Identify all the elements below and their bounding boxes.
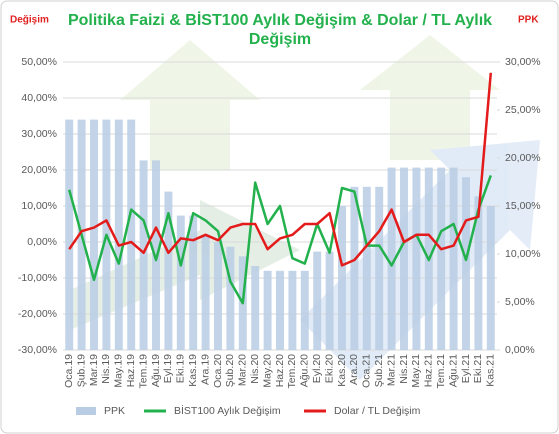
- x-tick-label: Oca.20: [212, 354, 224, 388]
- bar: [65, 119, 74, 350]
- y-tick-label: 30,00%: [21, 128, 57, 140]
- y-tick-label: 50,00%: [21, 56, 57, 68]
- bar: [114, 119, 123, 350]
- y2-tick-label: 0,00%: [505, 344, 535, 356]
- bar: [251, 266, 260, 350]
- x-tick-label: Eyl.20: [311, 354, 323, 383]
- line: [68, 72, 493, 267]
- bar: [189, 215, 198, 350]
- legend-label: BİST100 Aylık Değişim: [174, 404, 281, 417]
- bar: [387, 167, 396, 350]
- bar: [449, 167, 458, 350]
- bar: [400, 167, 408, 350]
- x-tick-label: Eki.20: [323, 354, 335, 383]
- bar: [437, 167, 446, 350]
- x-tick-label: Şub.19: [75, 354, 87, 387]
- x-tick-label: Kas.19: [187, 354, 199, 387]
- y-tick-label: 0,00%: [27, 236, 57, 248]
- bar: [201, 234, 210, 350]
- x-tick-label: Mar.21: [385, 354, 397, 386]
- x-tick-label: Nis.19: [100, 354, 112, 384]
- x-tick-label: May.21: [410, 354, 422, 388]
- bar: [313, 251, 322, 350]
- bar: [276, 270, 284, 350]
- x-tick-label: Ağu.20: [299, 354, 311, 387]
- y-axis-label: Değişim: [10, 15, 49, 26]
- legend-swatch: [76, 407, 96, 415]
- x-tick-label: Mar.19: [88, 354, 100, 386]
- x-tick-label: Nis.21: [398, 354, 410, 384]
- x-tick-label: Eki.19: [175, 354, 187, 383]
- x-tick-label: Haz.19: [125, 354, 137, 387]
- bar: [90, 119, 98, 350]
- bar: [486, 206, 495, 350]
- bar: [139, 160, 148, 350]
- x-tick-label: Kas.21: [485, 354, 497, 387]
- x-tick-label: May.19: [113, 354, 125, 388]
- bar: [412, 167, 421, 350]
- bar: [350, 186, 359, 350]
- title-line: Değişim: [249, 31, 311, 48]
- legend-label: Dolar / TL Değişim: [334, 405, 421, 417]
- y-tick-label: -10,00%: [18, 272, 57, 284]
- x-tick-label: Eyl.19: [162, 354, 174, 383]
- y-tick-label: 20,00%: [21, 164, 57, 176]
- chart-title: Politika Faizi & BİST100 Aylık Değişim &…: [68, 11, 492, 48]
- y2-tick-label: 10,00%: [505, 248, 541, 260]
- x-tick-label: Mar.20: [237, 354, 249, 386]
- bar: [164, 191, 173, 350]
- legend-label: PPK: [104, 405, 125, 417]
- bar: [338, 206, 346, 350]
- x-tick-label: May.20: [261, 354, 273, 388]
- bar: [462, 177, 470, 350]
- bar: [474, 196, 483, 350]
- bar: [325, 251, 334, 350]
- bar: [375, 186, 384, 350]
- title-line: Politika Faizi & BİST100 Aylık Değişim &…: [68, 11, 492, 29]
- bar: [362, 186, 371, 350]
- x-tick-label: Haz.20: [274, 354, 286, 387]
- x-tick-label: Ara.20: [348, 354, 360, 385]
- x-tick-label: Oca.19: [63, 354, 75, 388]
- y-tick-label: -30,00%: [18, 344, 57, 356]
- x-tick-label: Eyl.21: [460, 354, 472, 383]
- bar: [127, 119, 136, 350]
- x-tick-label: Ağu.19: [150, 354, 162, 387]
- bar: [300, 270, 309, 350]
- x-tick-label: Tem.20: [286, 354, 298, 389]
- y2-tick-label: 25,00%: [505, 104, 541, 116]
- x-tick-label: Ağu.21: [447, 354, 459, 387]
- y2-axis-label: PPK: [518, 15, 539, 26]
- x-tick-label: Haz.21: [423, 354, 435, 387]
- y-tick-label: -20,00%: [18, 308, 57, 320]
- line: [67, 174, 492, 305]
- x-tick-label: Eki.21: [472, 354, 484, 383]
- y-tick-label: 40,00%: [21, 92, 57, 104]
- x-tick-label: Kas.20: [336, 354, 348, 387]
- x-tick-label: Şub.21: [373, 354, 385, 387]
- bar: [214, 242, 222, 350]
- y2-tick-label: 30,00%: [505, 56, 541, 68]
- x-tick-label: Şub.20: [224, 354, 236, 387]
- y-tick-label: 10,00%: [21, 200, 57, 212]
- bar: [288, 270, 297, 350]
- x-tick-label: Tem.19: [137, 354, 149, 389]
- y2-tick-label: 20,00%: [505, 152, 541, 164]
- x-tick-label: Ara.19: [199, 354, 211, 385]
- bar: [263, 270, 272, 350]
- y2-tick-label: 15,00%: [505, 200, 541, 212]
- x-tick-label: Nis.20: [249, 354, 261, 384]
- y2-tick-label: 5,00%: [505, 296, 535, 308]
- x-tick-label: Oca.21: [361, 354, 373, 388]
- bar: [226, 246, 235, 350]
- bar: [176, 215, 185, 350]
- x-tick-label: Tem.21: [435, 354, 447, 389]
